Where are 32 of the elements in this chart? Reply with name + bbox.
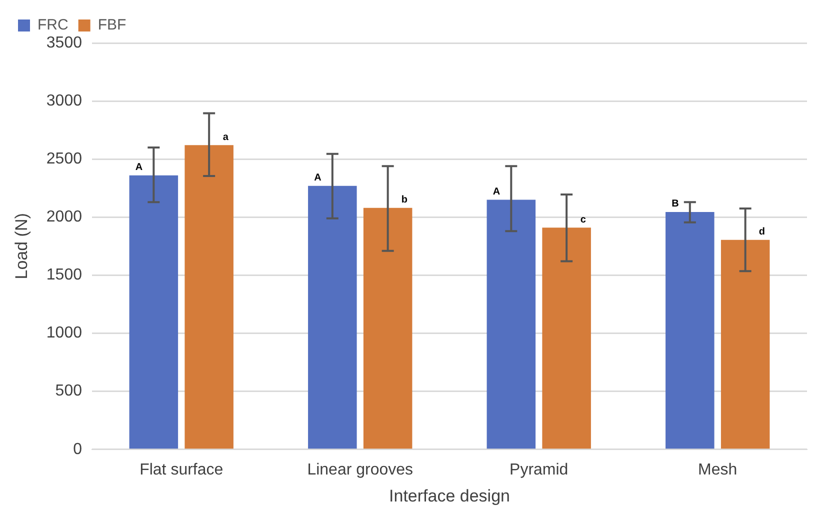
y-tick-label: 2000: [46, 208, 82, 226]
data-label: a: [222, 132, 229, 143]
y-tick-label: 2500: [46, 150, 82, 168]
x-tick-label: Linear grooves: [307, 461, 414, 478]
legend-label: FBF: [98, 16, 126, 34]
y-tick-label: 3500: [46, 34, 82, 52]
bar: [184, 145, 234, 449]
y-tick-label: 500: [55, 382, 82, 400]
data-label: B: [672, 198, 679, 210]
bar: [666, 212, 714, 449]
bar: [308, 186, 357, 449]
data-label: b: [401, 194, 408, 206]
x-tick-label: Flat surface: [140, 461, 224, 478]
bar: [486, 200, 536, 449]
bar: [129, 175, 178, 449]
y-tick-label: 3000: [46, 92, 82, 110]
data-label: A: [314, 172, 322, 184]
data-label: A: [492, 186, 500, 198]
x-tick-label: Pyramid: [510, 461, 568, 478]
data-label: c: [580, 214, 586, 226]
bar: [720, 240, 770, 449]
bar: [542, 228, 591, 449]
legend-label: FRC: [38, 16, 68, 34]
x-axis-title: Interface design: [389, 486, 510, 506]
x-tick-label: Mesh: [698, 461, 738, 478]
data-label: A: [135, 162, 143, 174]
bar: [363, 208, 412, 449]
y-tick-label: 1500: [46, 266, 82, 284]
y-tick-label: 0: [73, 440, 82, 458]
y-axis-title: Load (N): [12, 213, 31, 280]
data-label: d: [758, 226, 766, 238]
y-tick-label: 1000: [46, 324, 82, 342]
